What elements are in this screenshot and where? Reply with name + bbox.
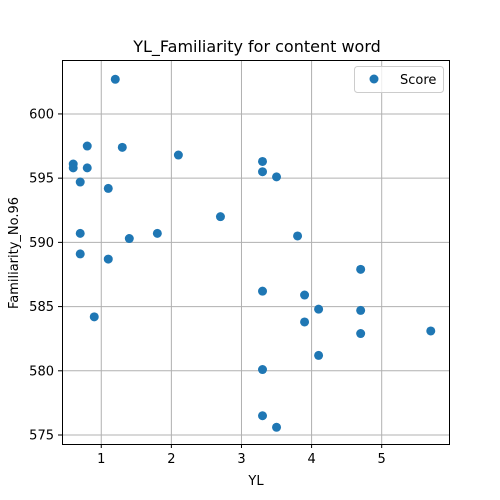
data-point: [117, 142, 127, 152]
y-axis-label: Familiarity_No.96: [7, 197, 22, 309]
data-point: [215, 212, 225, 222]
data-point: [426, 326, 436, 336]
x-tick-label: 1: [97, 452, 105, 467]
data-point: [110, 74, 120, 84]
data-point: [124, 234, 134, 244]
legend-marker: [369, 74, 379, 84]
data-point: [258, 365, 268, 375]
data-point: [75, 177, 85, 187]
data-point: [173, 150, 183, 160]
y-tick-label: 585: [29, 300, 54, 315]
y-tick-label: 580: [29, 364, 54, 379]
data-point: [314, 304, 324, 314]
data-point: [89, 312, 99, 322]
x-tick-label: 3: [237, 452, 245, 467]
data-point: [75, 228, 85, 238]
x-tick-label: 2: [167, 452, 175, 467]
y-tick-label: 575: [29, 429, 54, 444]
data-point: [300, 317, 310, 327]
axis-ticks: 1 2 3 4 5 575 580 585 590 595 600: [29, 107, 386, 467]
data-point: [356, 329, 366, 339]
data-point: [152, 228, 162, 238]
data-point: [82, 163, 92, 173]
data-point: [258, 167, 268, 177]
legend-label: Score: [400, 73, 436, 88]
data-point: [314, 350, 324, 360]
data-point: [356, 264, 366, 274]
data-point: [272, 172, 282, 182]
data-points: [68, 74, 436, 432]
y-tick-label: 600: [29, 107, 54, 122]
data-point: [293, 231, 303, 241]
y-tick-label: 595: [29, 172, 54, 187]
data-point: [356, 305, 366, 315]
chart-title: YL_Familiarity for content word: [132, 37, 381, 57]
data-point: [82, 141, 92, 151]
x-tick-label: 4: [307, 452, 315, 467]
data-point: [258, 411, 268, 421]
legend: Score: [354, 66, 444, 93]
x-tick-label: 5: [378, 452, 386, 467]
plot-area: [62, 60, 450, 445]
data-point: [68, 163, 78, 173]
data-point: [75, 249, 85, 259]
data-point: [103, 254, 113, 264]
data-point: [300, 290, 310, 300]
data-point: [258, 286, 268, 296]
legend-box: [354, 66, 444, 93]
data-point: [258, 156, 268, 166]
y-tick-label: 590: [29, 236, 54, 251]
grid-lines: [62, 60, 449, 444]
x-axis-label: YL: [247, 474, 264, 489]
data-point: [272, 422, 282, 432]
data-point: [103, 183, 113, 193]
